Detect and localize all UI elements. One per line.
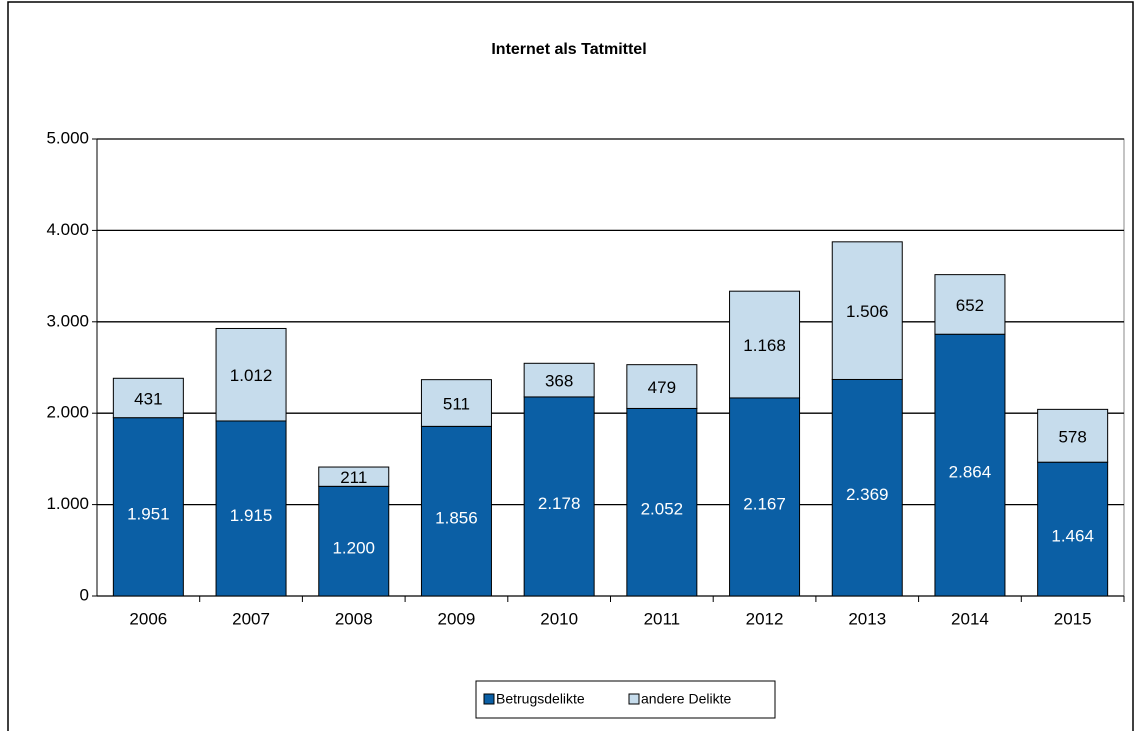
value-label: 211 — [340, 468, 367, 487]
value-label: 368 — [545, 372, 573, 391]
y-tick-label: 4.000 — [46, 220, 89, 239]
bar-segment — [729, 397, 801, 597]
legend-box — [475, 680, 776, 719]
y-tick-label: 2.000 — [46, 403, 89, 422]
chart-title: Internet als Tatmittel — [491, 41, 646, 58]
value-label: 1.951 — [127, 504, 170, 523]
y-tick-label: 5.000 — [46, 128, 89, 147]
x-tick-label: 2011 — [644, 609, 681, 628]
value-label: 1.200 — [332, 539, 375, 558]
value-label: 479 — [648, 378, 676, 397]
value-label: 1.506 — [846, 302, 889, 321]
value-label: 431 — [134, 389, 162, 408]
value-label: 1.915 — [230, 506, 273, 525]
x-tick-label: 2013 — [848, 609, 886, 628]
value-label: 2.369 — [846, 485, 889, 504]
value-label: 2.864 — [949, 463, 992, 482]
bar-segment — [1037, 461, 1109, 597]
bar-segment — [729, 290, 801, 399]
value-label: 511 — [443, 394, 470, 413]
x-tick-label: 2012 — [746, 609, 784, 628]
x-tick-label: 2007 — [232, 609, 270, 628]
bar-segment — [626, 364, 698, 409]
x-tick-label: 2008 — [335, 609, 373, 628]
y-tick-label: 1.000 — [46, 494, 89, 513]
y-tick-label: 0 — [80, 585, 89, 604]
value-label: 2.178 — [538, 494, 581, 513]
legend-swatch — [483, 693, 495, 705]
bar-segment — [420, 379, 492, 427]
x-tick-label: 2010 — [540, 609, 578, 628]
bar-segment — [112, 377, 184, 419]
bar-segment — [934, 333, 1006, 597]
bar-segment — [112, 417, 184, 597]
bar-segment — [215, 420, 287, 597]
bar-segment — [626, 407, 698, 597]
value-label: 2.167 — [743, 494, 786, 513]
value-label: 652 — [956, 296, 984, 315]
value-label: 2.052 — [641, 500, 684, 519]
y-tick-label: 3.000 — [46, 311, 89, 330]
legend-label: andere Delikte — [641, 691, 731, 707]
value-label: 1.856 — [435, 509, 478, 528]
bar-segment — [1037, 408, 1109, 463]
x-tick-label: 2009 — [438, 609, 476, 628]
value-label: 578 — [1058, 427, 1086, 446]
x-tick-label: 2014 — [951, 609, 989, 628]
value-label: 1.012 — [230, 366, 273, 385]
bar-segment — [523, 396, 595, 597]
value-label: 1.168 — [743, 336, 786, 355]
bar-segment — [831, 241, 903, 380]
bar-segment — [934, 274, 1006, 335]
value-label: 1.464 — [1051, 527, 1094, 546]
legend-swatch — [628, 693, 640, 705]
x-tick-label: 2015 — [1054, 609, 1092, 628]
legend-label: Betrugsdelikte — [496, 691, 585, 707]
bar-segment — [318, 466, 390, 487]
bar-segment — [523, 362, 595, 398]
bar-segment — [420, 425, 492, 597]
bar-segment — [831, 378, 903, 597]
bar-segment — [215, 327, 287, 422]
x-tick-label: 2006 — [129, 609, 167, 628]
